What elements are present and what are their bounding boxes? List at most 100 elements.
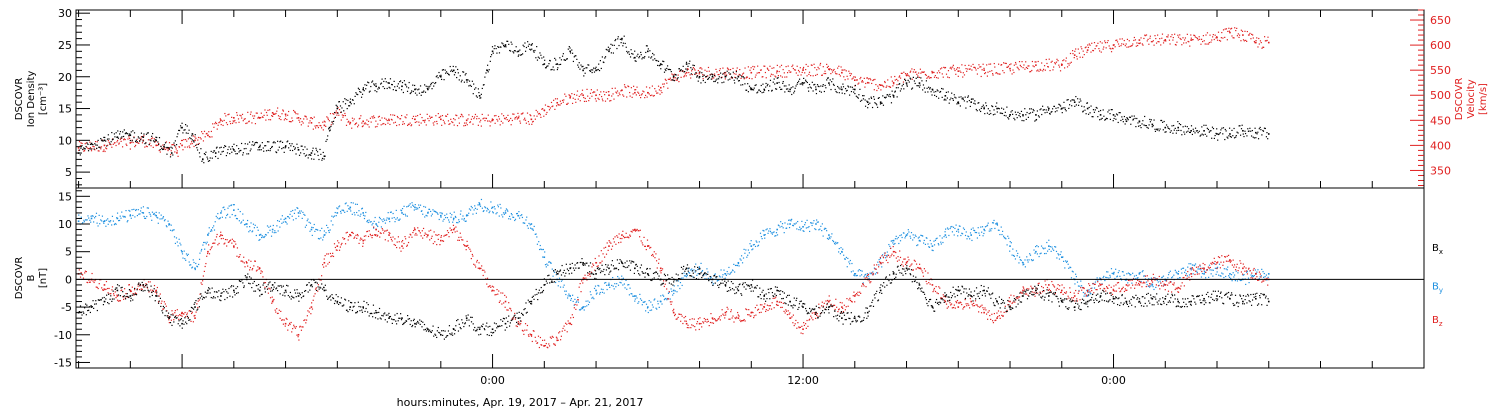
data-point — [392, 212, 394, 215]
data-point — [441, 212, 443, 214]
data-point — [249, 269, 251, 271]
data-point — [612, 276, 614, 279]
data-point — [1147, 127, 1149, 129]
data-point — [166, 148, 168, 150]
data-point — [1055, 61, 1058, 63]
data-point — [747, 254, 749, 256]
data-point — [887, 94, 889, 96]
data-point — [1177, 126, 1179, 129]
data-point — [1163, 120, 1165, 123]
data-point — [593, 71, 596, 73]
data-point — [948, 77, 950, 79]
data-point — [944, 234, 947, 236]
data-point — [317, 237, 320, 240]
data-point — [817, 221, 820, 223]
data-point — [850, 73, 853, 75]
data-point — [1209, 34, 1211, 36]
data-point — [287, 324, 290, 326]
data-point — [335, 110, 337, 112]
data-point — [838, 92, 840, 94]
data-point — [116, 139, 119, 142]
data-point — [461, 79, 463, 81]
data-point — [360, 237, 362, 239]
data-point — [450, 70, 452, 72]
data-point — [277, 149, 279, 151]
data-point — [1055, 246, 1057, 248]
data-point — [295, 217, 297, 220]
data-point — [652, 306, 654, 308]
data-point — [588, 100, 590, 102]
data-point — [1253, 137, 1255, 139]
data-point — [323, 124, 326, 127]
data-point — [590, 294, 592, 296]
data-point — [474, 113, 477, 116]
data-point — [982, 235, 984, 237]
data-point — [536, 111, 539, 113]
data-point — [604, 94, 606, 96]
data-point — [693, 68, 695, 70]
data-point — [554, 281, 557, 284]
data-point — [151, 211, 154, 213]
data-point — [394, 238, 396, 240]
data-point — [276, 225, 278, 227]
data-point — [608, 49, 610, 51]
data-point — [747, 66, 749, 68]
data-point — [92, 215, 94, 217]
data-point — [917, 244, 919, 246]
data-point — [252, 223, 255, 225]
data-point — [774, 235, 776, 237]
data-point — [740, 255, 743, 257]
data-point — [936, 237, 938, 239]
data-point — [792, 64, 794, 66]
data-point — [1190, 129, 1192, 132]
data-point — [805, 227, 807, 229]
data-point — [130, 217, 132, 219]
data-point — [440, 235, 443, 237]
data-point — [415, 115, 417, 117]
data-point — [1135, 274, 1137, 277]
data-point — [682, 277, 684, 279]
data-point — [1218, 263, 1221, 265]
data-point — [343, 114, 345, 117]
data-point — [234, 119, 236, 122]
data-point — [146, 207, 148, 209]
data-point — [577, 296, 579, 299]
data-point — [302, 149, 304, 151]
data-point — [452, 69, 455, 72]
data-point — [1088, 106, 1090, 109]
data-point — [1104, 118, 1107, 121]
data-point — [989, 63, 992, 65]
data-point — [174, 146, 177, 148]
data-point — [197, 306, 199, 309]
data-point — [793, 92, 795, 94]
data-point — [382, 123, 384, 125]
data-point — [234, 150, 236, 152]
data-point — [996, 223, 998, 225]
data-point — [844, 87, 847, 90]
data-point — [875, 83, 877, 86]
data-point — [911, 88, 913, 90]
data-point — [939, 91, 941, 93]
data-point — [219, 235, 221, 238]
data-point — [523, 222, 525, 224]
data-point — [504, 45, 506, 47]
data-point — [428, 208, 431, 211]
data-point — [581, 89, 584, 91]
data-point — [1076, 281, 1079, 283]
data-point — [1064, 108, 1066, 111]
data-point — [415, 208, 417, 210]
data-point — [1206, 32, 1209, 34]
data-point — [846, 89, 848, 92]
data-point — [184, 258, 186, 260]
data-point — [277, 115, 280, 117]
data-point — [1142, 120, 1144, 122]
data-point — [1070, 100, 1072, 102]
data-point — [1184, 125, 1186, 127]
data-point — [685, 322, 688, 325]
data-point — [307, 157, 309, 159]
data-point — [1006, 244, 1008, 246]
data-point — [1121, 38, 1123, 40]
data-point — [609, 47, 611, 50]
data-point — [1120, 279, 1123, 281]
data-point — [1049, 69, 1051, 72]
